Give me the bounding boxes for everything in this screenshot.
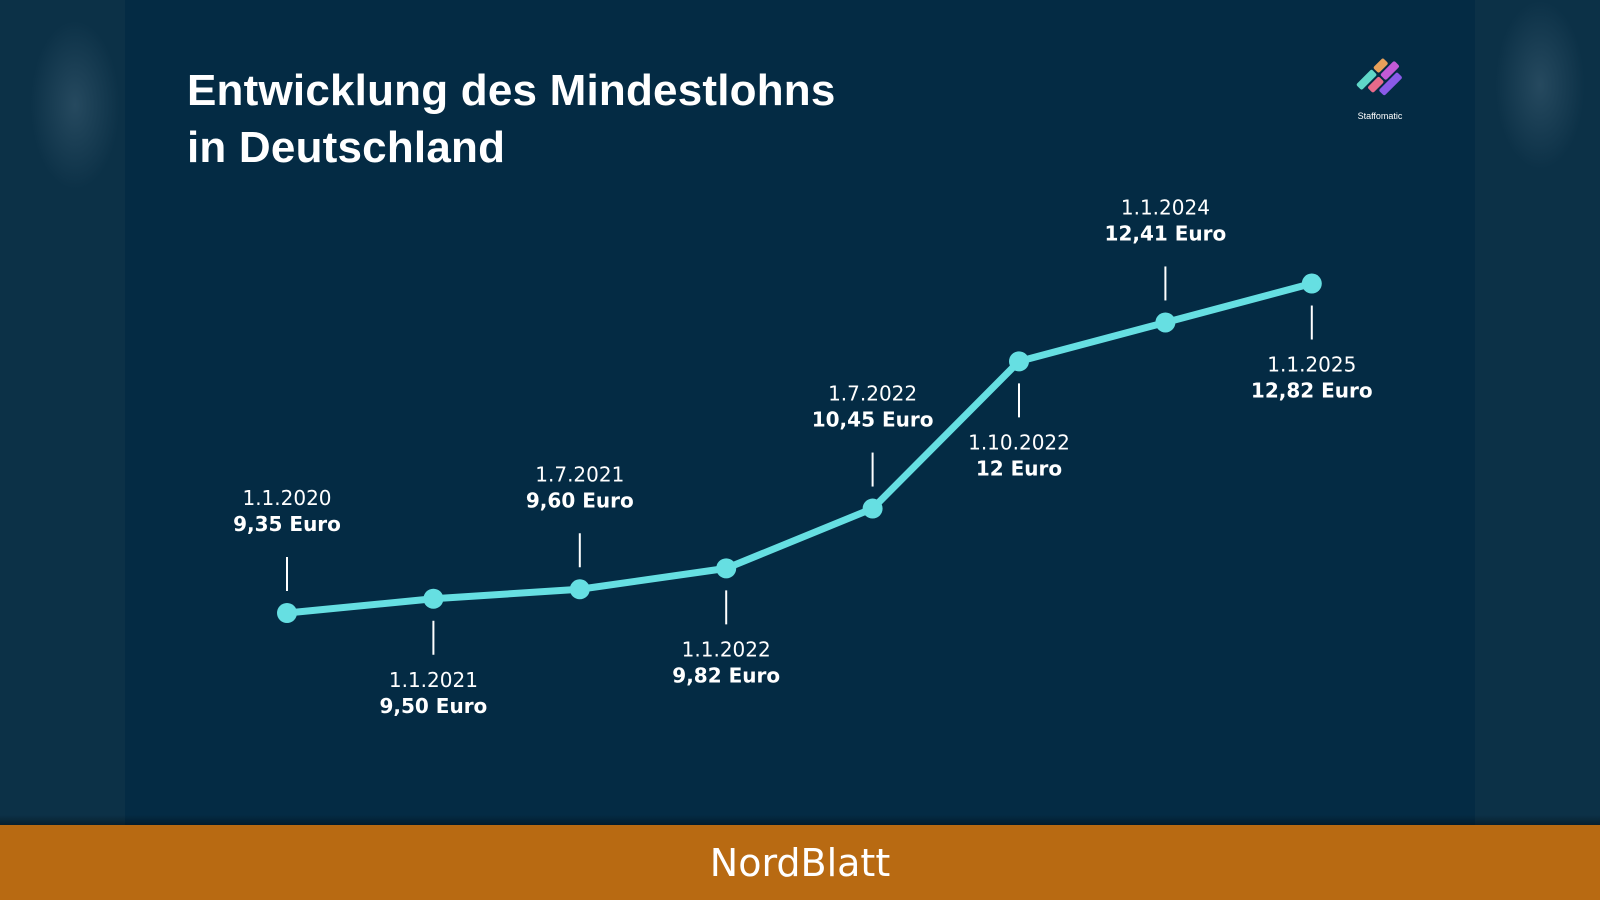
data-point xyxy=(569,579,590,600)
point-date-label: 1.1.2024 xyxy=(1121,195,1210,219)
logo-text: Staffomatic xyxy=(1357,111,1403,121)
staffomatic-logo: Staffomatic xyxy=(1350,50,1410,121)
point-date-label: 1.1.2022 xyxy=(682,637,771,661)
footer-brand: NordBlatt xyxy=(709,840,891,885)
data-point xyxy=(1155,312,1176,333)
footer-bar: NordBlatt xyxy=(0,825,1600,900)
data-point xyxy=(277,603,297,623)
point-value-label: 9,35 Euro xyxy=(233,512,341,536)
point-value-label: 12 Euro xyxy=(976,456,1062,480)
point-date-label: 1.1.2021 xyxy=(389,668,478,692)
data-point xyxy=(1009,351,1029,372)
point-value-label: 10,45 Euro xyxy=(812,408,934,432)
point-value-label: 12,82 Euro xyxy=(1251,379,1373,403)
point-date-label: 1.1.2020 xyxy=(242,486,331,510)
point-value-label: 9,82 Euro xyxy=(672,663,780,687)
data-point xyxy=(1301,273,1322,294)
point-date-label: 1.10.2022 xyxy=(968,430,1070,454)
point-date-label: 1.7.2021 xyxy=(535,462,624,486)
point-date-label: 1.7.2022 xyxy=(828,382,917,406)
point-date-label: 1.1.2025 xyxy=(1267,353,1356,377)
chart-title: Entwicklung des Mindestlohns in Deutschl… xyxy=(187,62,836,176)
chart-title-line-2: in Deutschland xyxy=(187,123,506,172)
series-line xyxy=(283,280,1316,617)
left-background-panel xyxy=(0,0,125,825)
data-point xyxy=(862,498,883,519)
footer-shadow xyxy=(0,815,1600,825)
point-value-label: 9,60 Euro xyxy=(526,488,634,512)
data-point xyxy=(716,558,737,579)
right-glow xyxy=(1495,0,1585,170)
point-value-label: 9,50 Euro xyxy=(379,694,487,718)
left-glow xyxy=(30,20,120,190)
right-background-panel xyxy=(1475,0,1600,825)
chart-slide: Entwicklung des Mindestlohns in Deutschl… xyxy=(125,0,1475,825)
point-value-label: 12,41 Euro xyxy=(1105,221,1227,245)
staffomatic-logo-icon xyxy=(1356,58,1402,96)
data-point xyxy=(423,588,444,609)
chart-title-line-1: Entwicklung des Mindestlohns xyxy=(187,66,836,115)
